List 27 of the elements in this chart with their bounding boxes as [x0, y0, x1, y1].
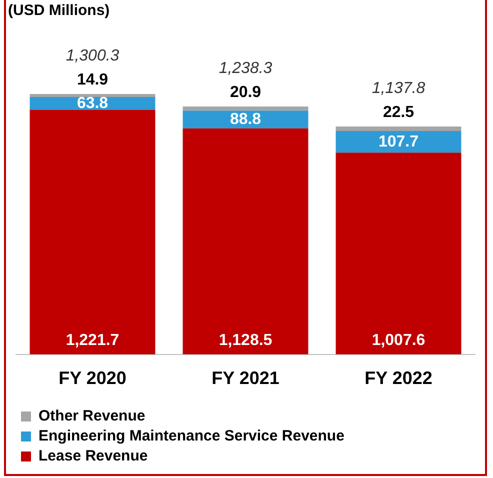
legend-label: Engineering Maintenance Service Revenue — [38, 428, 344, 445]
x-tick-label: FY 2020 — [58, 368, 126, 388]
x-tick-label: FY 2022 — [364, 368, 432, 388]
legend-label: Lease Revenue — [38, 448, 148, 465]
bar — [30, 110, 156, 354]
data-label: 88.8 — [230, 110, 262, 128]
data-label: 20.9 — [230, 84, 262, 101]
total-label: 1,238.3 — [218, 60, 272, 77]
legend-label: Other Revenue — [38, 408, 146, 425]
data-label: 1,221.7 — [66, 332, 120, 349]
bar — [336, 152, 462, 354]
bar — [182, 110, 308, 128]
bar — [182, 128, 308, 354]
bar — [182, 106, 308, 111]
total-label: 1,300.3 — [66, 47, 120, 64]
bar — [336, 126, 462, 132]
bar — [30, 94, 156, 97]
data-label: 63.8 — [76, 94, 108, 112]
chart-title: (USD Millions) — [8, 2, 110, 19]
data-label: 1,128.5 — [218, 332, 272, 349]
data-label: 14.9 — [76, 71, 108, 88]
data-label: 107.7 — [378, 133, 419, 150]
x-tick-label: FY 2021 — [212, 368, 280, 388]
data-label: 22.5 — [382, 104, 414, 121]
total-label: 1,137.8 — [372, 80, 426, 98]
data-label: 1,007.6 — [372, 332, 426, 349]
bar — [336, 131, 462, 153]
